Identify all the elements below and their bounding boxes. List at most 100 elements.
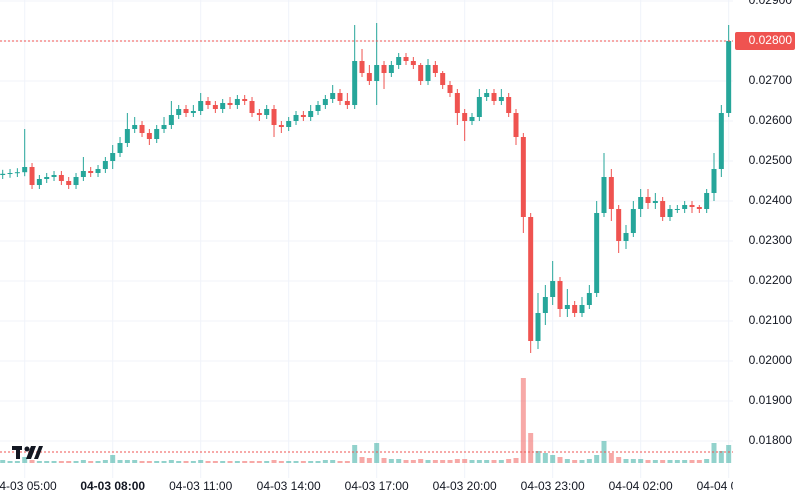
volume-bar <box>212 461 218 463</box>
y-tick-label: 0.02400 <box>749 193 793 207</box>
candle-body <box>352 61 358 105</box>
x-axis: 04-03 05:00 04-03 08:00 04-03 11:00 04-03 1… <box>0 479 733 493</box>
candle-body <box>322 99 328 105</box>
volume-bar <box>425 460 431 463</box>
candle-body <box>73 177 79 185</box>
volume-pane <box>0 378 732 463</box>
volume-bar <box>205 461 211 463</box>
volume-bar <box>689 460 695 463</box>
candle-body <box>286 121 292 127</box>
volume-bar <box>447 460 453 463</box>
candle-body <box>718 113 724 169</box>
candle-body <box>271 109 277 125</box>
volume-bar <box>80 460 86 463</box>
candle-body <box>528 217 534 341</box>
candle-body <box>396 57 402 65</box>
candle-body <box>374 65 380 81</box>
candle-body <box>88 171 94 173</box>
volume-bar <box>374 443 380 463</box>
volume-bar <box>352 445 358 463</box>
y-tick-label: 0.01900 <box>749 393 793 407</box>
volume-bar <box>315 461 321 463</box>
volume-bar <box>117 460 123 463</box>
volume-bar <box>168 460 174 463</box>
candle-body <box>183 109 189 113</box>
candle-body <box>110 153 116 161</box>
candle-body <box>36 179 42 185</box>
candle-body <box>454 93 460 113</box>
volume-bar <box>7 461 13 463</box>
candle-body <box>579 305 585 313</box>
logo <box>12 446 43 459</box>
candle-body <box>403 57 409 61</box>
volume-bar <box>51 461 57 463</box>
volume-bar <box>638 459 644 463</box>
candle-body <box>234 99 240 105</box>
volume-bar <box>366 458 372 463</box>
volume-bar <box>616 457 622 463</box>
candle-body <box>652 201 658 203</box>
volume-bar <box>66 461 72 463</box>
candle-body <box>0 173 6 175</box>
candle-body <box>726 41 732 113</box>
volume-bar <box>227 461 233 463</box>
y-tick-label: 0.02700 <box>749 73 793 87</box>
volume-bar <box>704 459 710 463</box>
candle-body <box>638 197 644 209</box>
volume-bar <box>682 460 688 463</box>
candle-body <box>44 177 50 179</box>
candle-body <box>51 175 57 177</box>
candle-body <box>337 93 343 101</box>
x-tick-label: 04-03 11:00 <box>169 479 232 493</box>
volume-bar <box>557 457 563 463</box>
candle-body <box>278 125 284 127</box>
volume-bar <box>132 460 138 463</box>
x-tick-label: 04-03 17:00 <box>345 479 409 493</box>
volume-bar <box>594 455 600 463</box>
volume-bar <box>667 460 673 463</box>
candle-body <box>476 97 482 117</box>
volume-bar <box>256 461 262 463</box>
volume-bar <box>550 455 556 463</box>
candle-body <box>696 207 702 209</box>
volume-bar <box>161 461 167 463</box>
volume-bar <box>462 459 468 463</box>
last-price-label: 0.02800 <box>749 33 793 47</box>
candle-body <box>667 209 673 217</box>
volume-bar <box>88 461 94 463</box>
candle-body <box>425 65 431 81</box>
candle-body <box>300 115 306 117</box>
last-price-badge <box>735 32 795 50</box>
volume-bar <box>73 461 79 463</box>
volume-bar <box>469 460 475 463</box>
candle-body <box>7 173 13 174</box>
volume-bar <box>330 460 336 463</box>
volume-bar <box>102 460 108 463</box>
volume-bar <box>139 461 145 463</box>
candle-body <box>674 209 680 210</box>
volume-bar <box>337 461 343 463</box>
volume-bar <box>271 460 277 463</box>
volume-bar <box>579 460 585 463</box>
candle-body <box>102 161 108 169</box>
y-tick-label: 0.02500 <box>749 153 793 167</box>
volume-bar <box>388 459 394 463</box>
x-tick-label: 04-03 08:00 <box>80 479 145 493</box>
candle-body <box>623 233 629 241</box>
volume-bar <box>58 461 64 463</box>
candle-body <box>586 293 592 305</box>
candle-body <box>264 109 270 115</box>
candle-body <box>190 111 196 113</box>
candle-body <box>616 209 622 241</box>
candle-body <box>388 65 394 73</box>
y-tick-label: 0.02300 <box>749 233 793 247</box>
candle-body <box>212 105 218 109</box>
candle-body <box>535 313 541 341</box>
candle-body <box>198 101 204 111</box>
volume-bar <box>440 460 446 463</box>
volume-bar <box>454 459 460 463</box>
candle-body <box>205 101 211 105</box>
candle-body <box>572 305 578 313</box>
